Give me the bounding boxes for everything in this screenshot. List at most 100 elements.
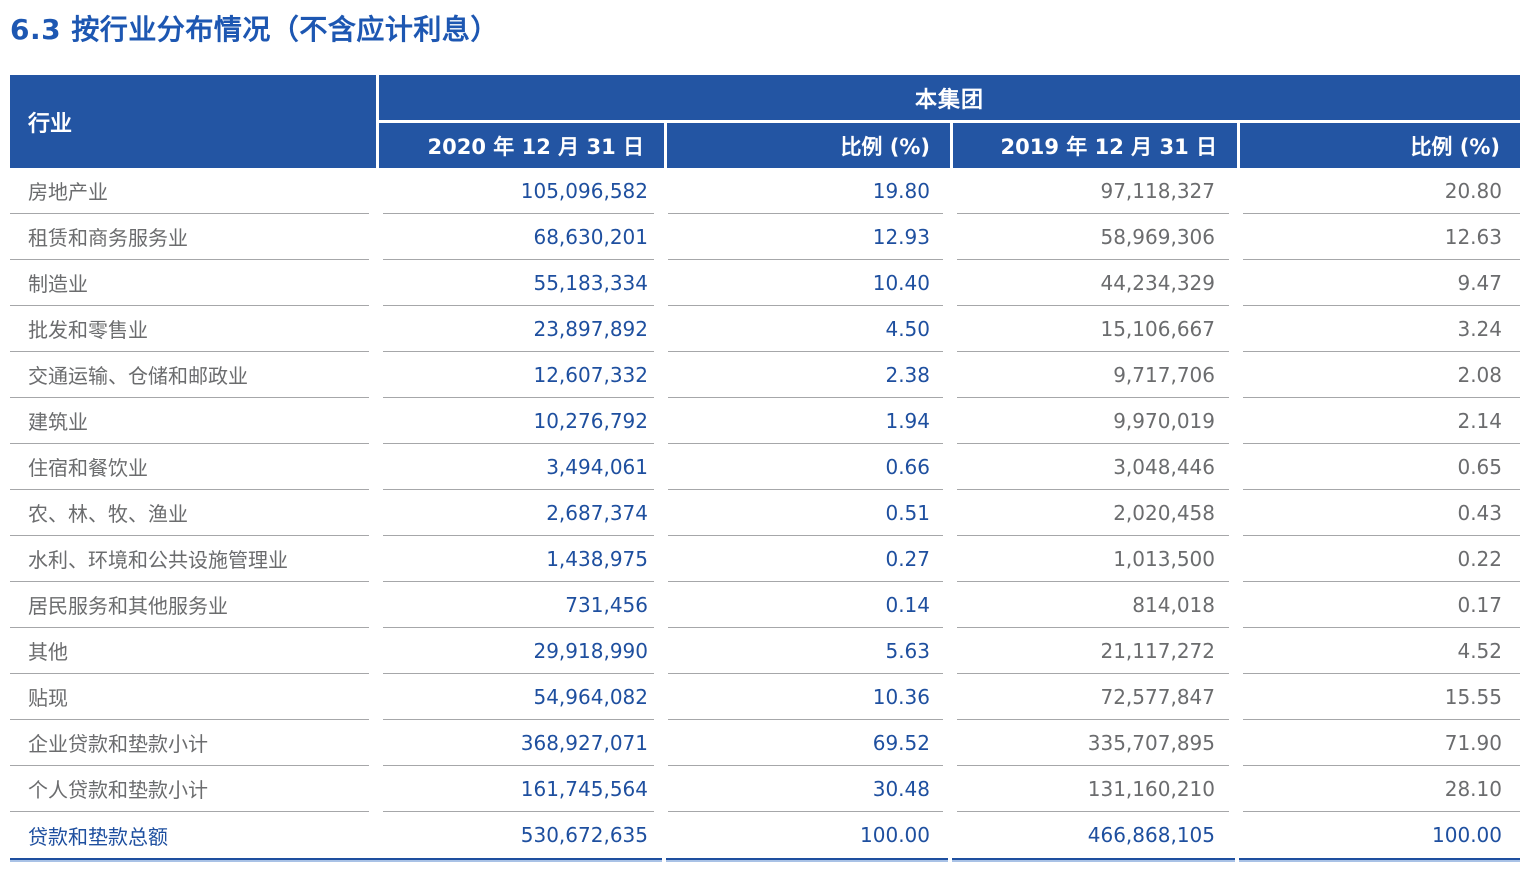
industry-cell: 其他 (10, 628, 369, 674)
industry-cell: 房地产业 (10, 168, 369, 214)
table-row: 制造业 55,183,334 10.40 44,234,329 9.47 (10, 260, 1520, 306)
pct-2020-cell: 0.14 (668, 582, 943, 628)
pct-2019-cell: 2.14 (1243, 398, 1520, 444)
table-row: 住宿和餐饮业 3,494,061 0.66 3,048,446 0.65 (10, 444, 1520, 490)
table-row: 个人贷款和垫款小计 161,745,564 30.48 131,160,210 … (10, 766, 1520, 812)
industry-cell: 制造业 (10, 260, 369, 306)
industry-cell: 居民服务和其他服务业 (10, 582, 369, 628)
value-2020-cell: 29,918,990 (383, 628, 654, 674)
pct-2020-cell: 100.00 (860, 823, 930, 847)
table-header: 行业 本集团 2020 年 12 月 31 日 比例 (%) 2019 年 12… (10, 75, 1520, 168)
value-2019-cell: 3,048,446 (957, 444, 1229, 490)
value-2019-cell: 44,234,329 (957, 260, 1229, 306)
table-body: 房地产业 105,096,582 19.80 97,118,327 20.80 … (10, 168, 1520, 858)
table-row: 贴现 54,964,082 10.36 72,577,847 15.55 (10, 674, 1520, 720)
pct-2020-cell: 69.52 (668, 720, 943, 766)
table-row: 租赁和商务服务业 68,630,201 12.93 58,969,306 12.… (10, 214, 1520, 260)
table-row: 建筑业 10,276,792 1.94 9,970,019 2.14 (10, 398, 1520, 444)
value-2019-cell: 814,018 (957, 582, 1229, 628)
pct-2019-cell: 3.24 (1243, 306, 1520, 352)
pct-2019-cell: 0.43 (1243, 490, 1520, 536)
pct-2020-cell: 0.66 (668, 444, 943, 490)
column-header-2020-date: 2020 年 12 月 31 日 (427, 134, 644, 159)
value-2019-cell: 335,707,895 (957, 720, 1229, 766)
value-2020-cell: 12,607,332 (383, 352, 654, 398)
industry-cell: 贷款和垫款总额 (28, 824, 168, 849)
value-2019-cell: 466,868,105 (1087, 823, 1215, 847)
value-2019-cell: 21,117,272 (957, 628, 1229, 674)
value-2019-cell: 1,013,500 (957, 536, 1229, 582)
table-row: 交通运输、仓储和邮政业 12,607,332 2.38 9,717,706 2.… (10, 352, 1520, 398)
table-row: 其他 29,918,990 5.63 21,117,272 4.52 (10, 628, 1520, 674)
table-row: 农、林、牧、渔业 2,687,374 0.51 2,020,458 0.43 (10, 490, 1520, 536)
value-2019-cell: 97,118,327 (957, 168, 1229, 214)
value-2020-cell: 530,672,635 (520, 823, 648, 847)
value-2020-cell: 55,183,334 (383, 260, 654, 306)
value-2020-cell: 731,456 (383, 582, 654, 628)
pct-2019-cell: 15.55 (1243, 674, 1520, 720)
pct-2019-cell: 71.90 (1243, 720, 1520, 766)
sub-header-row: 2020 年 12 月 31 日 比例 (%) 2019 年 12 月 31 日… (379, 123, 1520, 168)
value-2019-cell: 9,717,706 (957, 352, 1229, 398)
industry-cell: 水利、环境和公共设施管理业 (10, 536, 369, 582)
value-2020-cell: 2,687,374 (383, 490, 654, 536)
table-row: 水利、环境和公共设施管理业 1,438,975 0.27 1,013,500 0… (10, 536, 1520, 582)
column-header-2020-pct: 比例 (%) (664, 123, 950, 168)
pct-2020-cell: 0.51 (668, 490, 943, 536)
section-title: 6.3 按行业分布情况（不含应计利息） (10, 13, 499, 46)
value-2019-cell: 15,106,667 (957, 306, 1229, 352)
value-2020-cell: 105,096,582 (383, 168, 654, 214)
industry-cell: 农、林、牧、渔业 (10, 490, 369, 536)
pct-2020-cell: 0.27 (668, 536, 943, 582)
group-header-block: 本集团 2020 年 12 月 31 日 比例 (%) 2019 年 12 月 … (376, 75, 1520, 168)
value-2020-cell: 1,438,975 (383, 536, 654, 582)
group-header: 本集团 (379, 75, 1520, 123)
value-2020-cell: 161,745,564 (383, 766, 654, 812)
column-header-2019-pct: 比例 (%) (1237, 123, 1520, 168)
pct-2020-cell: 12.93 (668, 214, 943, 260)
total-row: 贷款和垫款总额 530,672,635 100.00 466,868,105 1… (10, 812, 1520, 858)
pct-2019-cell: 0.22 (1243, 536, 1520, 582)
column-header-2019-date: 2019 年 12 月 31 日 (950, 123, 1237, 168)
pct-2019-cell: 28.10 (1243, 766, 1520, 812)
pct-2019-cell: 0.17 (1243, 582, 1520, 628)
industry-cell: 交通运输、仓储和邮政业 (10, 352, 369, 398)
value-2020-cell: 3,494,061 (383, 444, 654, 490)
value-2019-cell: 58,969,306 (957, 214, 1229, 260)
table-row: 居民服务和其他服务业 731,456 0.14 814,018 0.17 (10, 582, 1520, 628)
pct-2020-cell: 19.80 (668, 168, 943, 214)
rule-segment (1239, 858, 1520, 862)
table-row: 房地产业 105,096,582 19.80 97,118,327 20.80 (10, 168, 1520, 214)
pct-2020-cell: 30.48 (668, 766, 943, 812)
industry-distribution-table: 行业 本集团 2020 年 12 月 31 日 比例 (%) 2019 年 12… (10, 75, 1520, 862)
value-2019-cell: 72,577,847 (957, 674, 1229, 720)
table-bottom-rule (10, 858, 1520, 862)
pct-2020-cell: 1.94 (668, 398, 943, 444)
value-2020-cell: 23,897,892 (383, 306, 654, 352)
industry-cell: 批发和零售业 (10, 306, 369, 352)
industry-cell: 租赁和商务服务业 (10, 214, 369, 260)
pct-2019-cell: 9.47 (1243, 260, 1520, 306)
pct-2019-cell: 20.80 (1243, 168, 1520, 214)
value-2020-cell: 68,630,201 (383, 214, 654, 260)
industry-cell: 个人贷款和垫款小计 (10, 766, 369, 812)
industry-cell: 建筑业 (10, 398, 369, 444)
value-2019-cell: 2,020,458 (957, 490, 1229, 536)
pct-2019-cell: 4.52 (1243, 628, 1520, 674)
value-2020-cell: 368,927,071 (383, 720, 654, 766)
table-row: 企业贷款和垫款小计 368,927,071 69.52 335,707,895 … (10, 720, 1520, 766)
value-2019-cell: 131,160,210 (957, 766, 1229, 812)
industry-cell: 住宿和餐饮业 (10, 444, 369, 490)
pct-2020-cell: 10.36 (668, 674, 943, 720)
industry-cell: 贴现 (10, 674, 369, 720)
pct-2020-cell: 5.63 (668, 628, 943, 674)
value-2019-cell: 9,970,019 (957, 398, 1229, 444)
rule-segment (666, 858, 948, 862)
pct-2020-cell: 4.50 (668, 306, 943, 352)
industry-cell: 企业贷款和垫款小计 (10, 720, 369, 766)
pct-2019-cell: 100.00 (1432, 823, 1502, 847)
value-2020-cell: 10,276,792 (383, 398, 654, 444)
table-row: 批发和零售业 23,897,892 4.50 15,106,667 3.24 (10, 306, 1520, 352)
pct-2019-cell: 12.63 (1243, 214, 1520, 260)
